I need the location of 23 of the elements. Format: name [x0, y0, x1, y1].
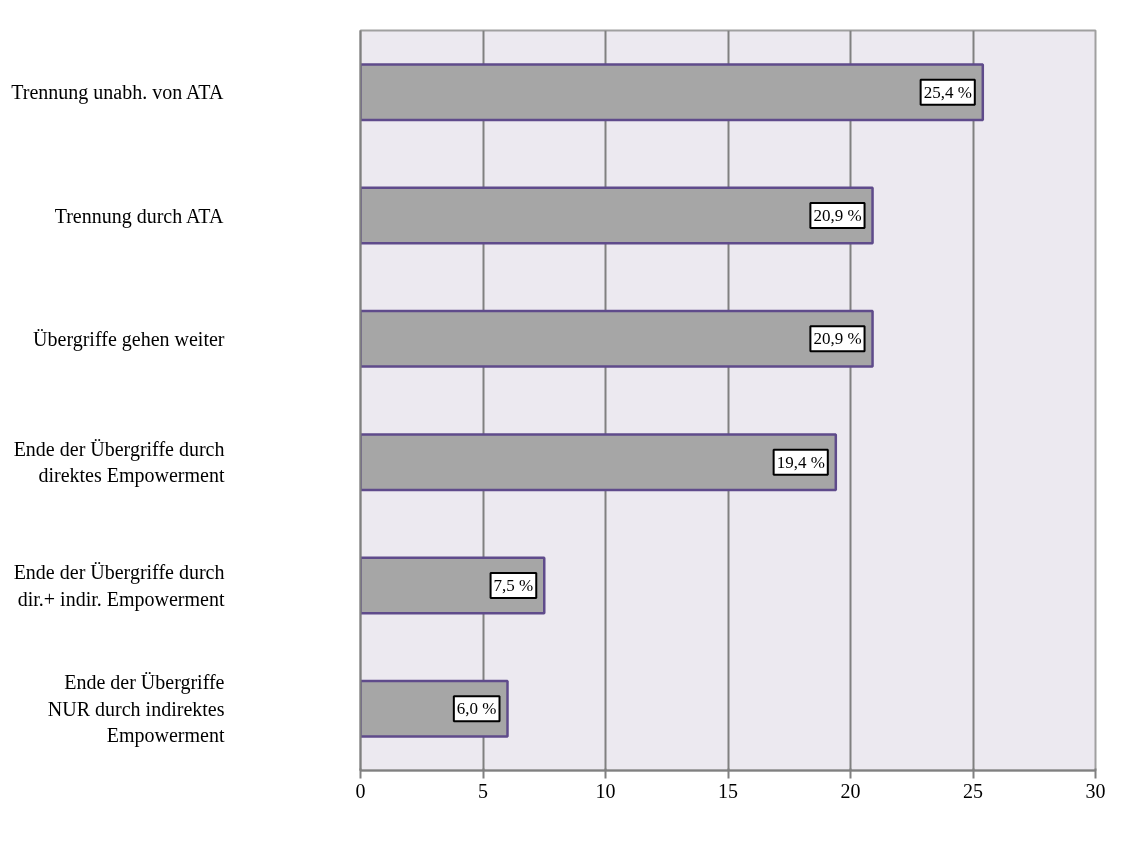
- x-tick-label: 10: [595, 779, 616, 802]
- data-label: 6,0 %: [456, 699, 497, 719]
- x-tick-label: 15: [718, 779, 738, 802]
- bar: [360, 63, 985, 122]
- bar: [360, 433, 838, 492]
- y-tick-label: Übergriffe gehen weiter: [33, 327, 225, 351]
- data-label: 20,9 %: [813, 329, 862, 349]
- y-tick-label: Ende der Übergriffe NUR durch indirektes Empowerment: [47, 671, 225, 748]
- x-tick-label: 20: [840, 779, 861, 802]
- x-tick-label: 5: [478, 779, 488, 802]
- y-tick-label: Trennung durch ATA: [54, 204, 224, 228]
- bar: [360, 186, 874, 245]
- y-tick-label: Ende der Übergriffe durch direktes Empowerment: [13, 437, 225, 488]
- x-tick-label: 25: [963, 779, 983, 802]
- bar: [360, 309, 874, 368]
- data-label: 25,4 %: [923, 82, 972, 102]
- x-tick-label: 0: [355, 779, 366, 802]
- x-tick-label: 30: [1085, 779, 1106, 802]
- y-tick-label: Trennung unabh. von ATA: [11, 81, 224, 105]
- data-label: 7,5 %: [493, 576, 534, 595]
- y-tick-label: Ende der Übergriffe durch dir.+ indir. Empowerment: [13, 561, 225, 611]
- data-label: 20,9 %: [813, 206, 862, 225]
- data-label: 19,4 %: [776, 452, 825, 472]
